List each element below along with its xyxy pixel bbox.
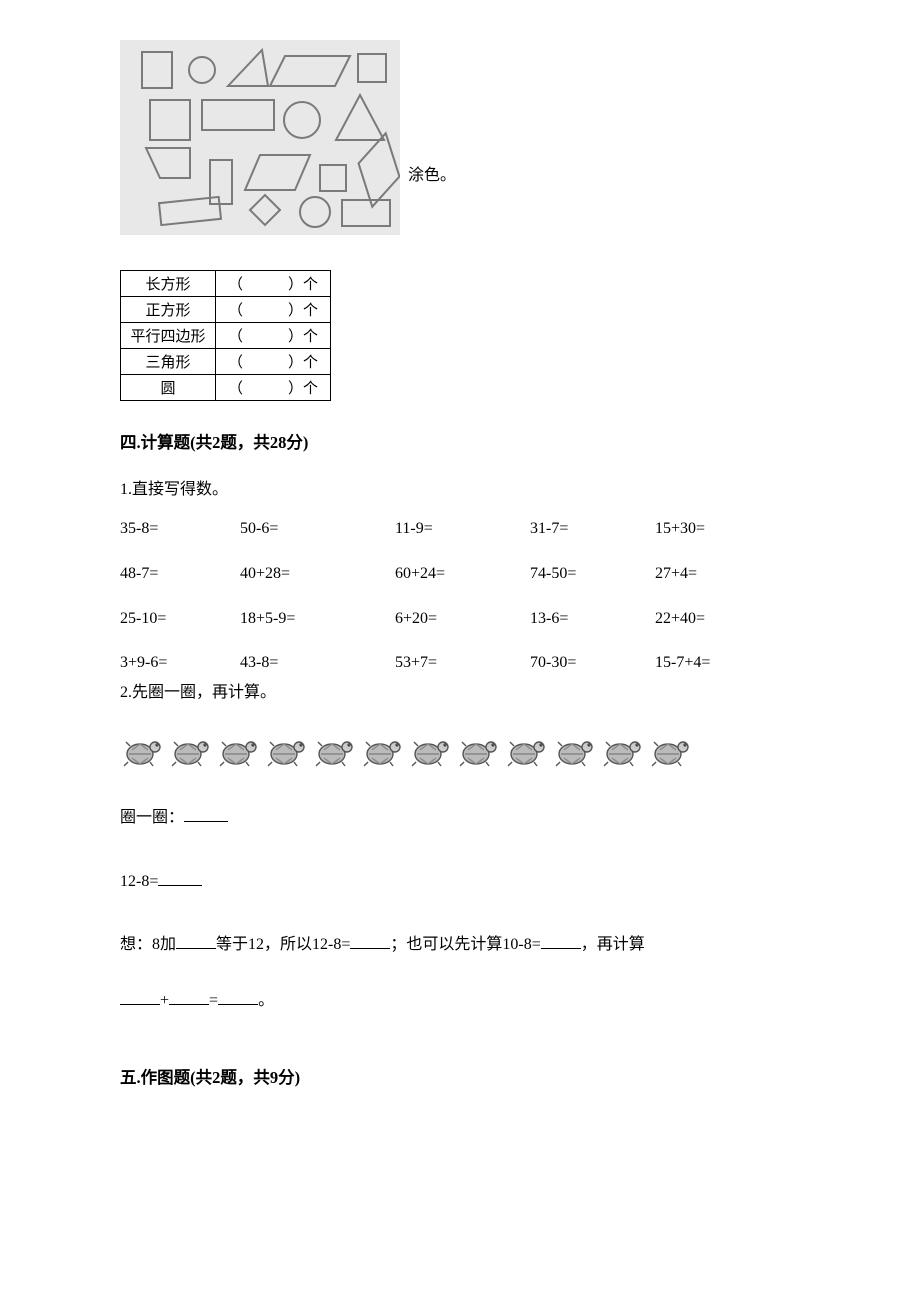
plus-sign: + bbox=[160, 992, 169, 1009]
turtle-icon bbox=[456, 732, 500, 770]
think-line-1: 想：8加 等于12，所以12-8= ；也可以先计算10-8= ，再计算 bbox=[120, 932, 805, 958]
table-row: 圆（ ）个 bbox=[121, 375, 331, 401]
shape-count-cell[interactable]: （ ）个 bbox=[216, 271, 331, 297]
calc-row: 25-10=18+5-9=6+20=13-6=22+40= bbox=[120, 609, 805, 630]
calc-cell: 15+30= bbox=[655, 519, 705, 540]
shape-count-cell[interactable]: （ ）个 bbox=[216, 375, 331, 401]
calc-cell: 48-7= bbox=[120, 564, 240, 585]
shapes-count-table: 长方形（ ）个正方形（ ）个平行四边形（ ）个三角形（ ）个圆（ ）个 bbox=[120, 270, 331, 401]
calc-grid: 35-8=50-6=11-9=31-7=15+30= 48-7=40+28=60+… bbox=[120, 519, 805, 674]
calc-cell: 70-30= bbox=[530, 653, 655, 674]
blank[interactable] bbox=[184, 806, 228, 822]
calc-cell: 18+5-9= bbox=[240, 609, 395, 630]
equation-label: 12-8= bbox=[120, 873, 158, 890]
turtle-icon bbox=[312, 732, 356, 770]
turtle-icon bbox=[216, 732, 260, 770]
calc-cell: 25-10= bbox=[120, 609, 240, 630]
calc-cell: 27+4= bbox=[655, 564, 697, 585]
circle-prompt: 圈一圈： bbox=[120, 805, 805, 831]
think-mid3: ，再计算 bbox=[581, 936, 645, 953]
eq-sign: = bbox=[209, 992, 218, 1009]
calc-cell: 22+40= bbox=[655, 609, 705, 630]
equation-line: 12-8= bbox=[120, 869, 805, 895]
calc-cell: 31-7= bbox=[530, 519, 655, 540]
think-prefix: 想：8加 bbox=[120, 936, 176, 953]
turtle-icon bbox=[360, 732, 404, 770]
calc-cell: 3+9-6= bbox=[120, 653, 240, 674]
blank[interactable] bbox=[350, 933, 390, 949]
turtle-icon bbox=[264, 732, 308, 770]
turtle-icon bbox=[168, 732, 212, 770]
shape-name-cell: 圆 bbox=[121, 375, 216, 401]
turtle-icon bbox=[120, 732, 164, 770]
turtle-icon bbox=[648, 732, 692, 770]
calc-cell: 50-6= bbox=[240, 519, 395, 540]
calc-row: 3+9-6=43-8=53+7=70-30=15-7+4= bbox=[120, 653, 805, 674]
circle-label: 圈一圈： bbox=[120, 809, 184, 826]
shape-name-cell: 正方形 bbox=[121, 297, 216, 323]
table-row: 三角形（ ）个 bbox=[121, 349, 331, 375]
calc-cell: 6+20= bbox=[395, 609, 530, 630]
blank[interactable] bbox=[120, 989, 160, 1005]
calc-cell: 40+28= bbox=[240, 564, 395, 585]
blank[interactable] bbox=[169, 989, 209, 1005]
shape-name-cell: 长方形 bbox=[121, 271, 216, 297]
turtle-row bbox=[120, 732, 805, 770]
section-5-heading: 五.作图题(共2题，共9分) bbox=[120, 1064, 805, 1088]
calc-cell: 74-50= bbox=[530, 564, 655, 585]
blank[interactable] bbox=[176, 933, 216, 949]
blank[interactable] bbox=[218, 989, 258, 1005]
calc-cell: 15-7+4= bbox=[655, 653, 710, 674]
think-mid2: ；也可以先计算10-8= bbox=[390, 936, 540, 953]
section-4-heading: 四.计算题(共2题，共28分) bbox=[120, 429, 805, 453]
turtle-icon bbox=[600, 732, 644, 770]
shape-name-cell: 三角形 bbox=[121, 349, 216, 375]
blank[interactable] bbox=[158, 870, 202, 886]
calc-cell: 11-9= bbox=[395, 519, 530, 540]
shape-count-cell[interactable]: （ ）个 bbox=[216, 349, 331, 375]
turtle-icon bbox=[408, 732, 452, 770]
table-row: 长方形（ ）个 bbox=[121, 271, 331, 297]
shape-count-cell[interactable]: （ ）个 bbox=[216, 323, 331, 349]
blank[interactable] bbox=[541, 933, 581, 949]
q1-label: 1.直接写得数。 bbox=[120, 475, 805, 499]
shapes-suffix: 涂色。 bbox=[408, 161, 456, 235]
calc-cell: 53+7= bbox=[395, 653, 530, 674]
calc-row: 35-8=50-6=11-9=31-7=15+30= bbox=[120, 519, 805, 540]
calc-cell: 60+24= bbox=[395, 564, 530, 585]
calc-cell: 43-8= bbox=[240, 653, 395, 674]
calc-cell: 35-8= bbox=[120, 519, 240, 540]
calc-row: 48-7=40+28=60+24=74-50=27+4= bbox=[120, 564, 805, 585]
table-row: 正方形（ ）个 bbox=[121, 297, 331, 323]
shape-count-cell[interactable]: （ ）个 bbox=[216, 297, 331, 323]
shapes-figure bbox=[120, 40, 400, 235]
shape-name-cell: 平行四边形 bbox=[121, 323, 216, 349]
period: 。 bbox=[258, 992, 274, 1009]
think-line-2: + = 。 bbox=[120, 988, 805, 1014]
turtle-icon bbox=[504, 732, 548, 770]
think-mid1: 等于12，所以12-8= bbox=[216, 936, 350, 953]
table-row: 平行四边形（ ）个 bbox=[121, 323, 331, 349]
calc-cell: 13-6= bbox=[530, 609, 655, 630]
turtle-icon bbox=[552, 732, 596, 770]
q2-label: 2.先圈一圈，再计算。 bbox=[120, 678, 805, 702]
